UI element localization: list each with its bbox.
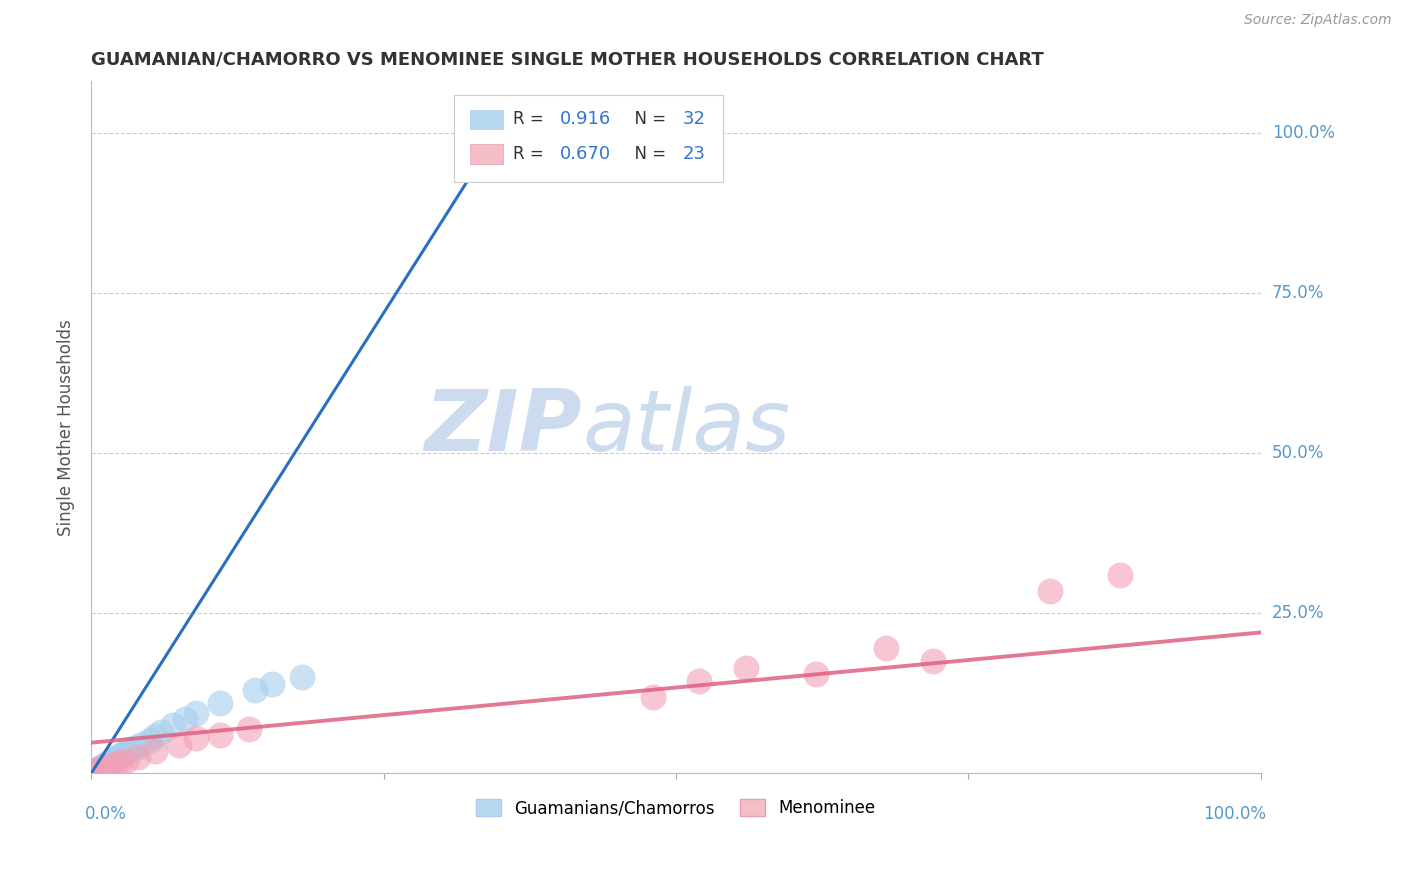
Point (922, 654, 945, 668)
Point (173, 712, 195, 726)
Point (89, 761, 111, 775)
Point (91, 761, 114, 775)
Point (84, 764, 107, 778)
Point (127, 750, 149, 764)
Point (103, 756, 125, 771)
Point (1039, 583, 1062, 598)
Text: 25.0%: 25.0% (1272, 604, 1324, 623)
Point (238, 722, 260, 736)
Text: 75.0%: 75.0% (1272, 284, 1324, 301)
Text: 0.670: 0.670 (560, 145, 612, 163)
Point (90, 760, 112, 774)
Point (243, 683, 266, 698)
Point (97, 756, 120, 771)
Point (806, 667, 828, 681)
Point (82, 765, 104, 780)
Text: GUAMANIAN/CHAMORRO VS MENOMINEE SINGLE MOTHER HOUSEHOLDS CORRELATION CHART: GUAMANIAN/CHAMORRO VS MENOMINEE SINGLE M… (91, 51, 1043, 69)
Point (145, 729, 167, 743)
Point (86, 763, 108, 777)
Point (129, 738, 152, 752)
Point (96, 756, 118, 771)
FancyBboxPatch shape (454, 95, 723, 182)
Y-axis label: Single Mother Households: Single Mother Households (58, 319, 75, 536)
Point (84, 763, 107, 777)
Point (100, 755, 122, 769)
Point (115, 754, 138, 768)
Point (110, 748, 132, 763)
Text: R =: R = (513, 111, 550, 128)
Point (145, 744, 167, 758)
Text: ZIP: ZIP (425, 386, 582, 469)
FancyBboxPatch shape (470, 145, 503, 164)
Point (167, 738, 190, 752)
Point (138, 733, 160, 747)
Point (186, 731, 208, 746)
Text: 32: 32 (683, 111, 706, 128)
Text: atlas: atlas (582, 386, 790, 469)
Point (688, 673, 710, 688)
Point (110, 755, 132, 769)
Point (82, 765, 104, 780)
Point (875, 641, 897, 656)
Point (89, 762, 111, 776)
Text: 100.0%: 100.0% (1204, 805, 1267, 822)
Point (115, 745, 138, 759)
FancyBboxPatch shape (470, 110, 503, 129)
Point (124, 740, 146, 755)
Point (105, 750, 128, 764)
Point (97, 758, 120, 772)
Point (89, 761, 111, 775)
Point (186, 706, 208, 720)
Point (94, 758, 117, 772)
Point (87, 763, 110, 777)
Text: 0.0%: 0.0% (86, 805, 127, 822)
Point (150, 724, 173, 739)
Legend: Guamanians/Chamorros, Menominee: Guamanians/Chamorros, Menominee (470, 792, 882, 824)
Text: N =: N = (624, 145, 672, 163)
Text: N =: N = (624, 111, 672, 128)
Point (112, 747, 135, 762)
Point (91, 758, 114, 772)
Point (208, 728, 231, 742)
Point (641, 690, 664, 704)
Point (83, 764, 105, 779)
Point (101, 754, 124, 768)
Point (208, 696, 231, 710)
Point (118, 742, 141, 756)
Point (103, 752, 125, 766)
Point (262, 676, 284, 690)
Text: 100.0%: 100.0% (1272, 124, 1334, 142)
Text: 50.0%: 50.0% (1272, 444, 1324, 462)
Point (87, 762, 110, 776)
Text: 23: 23 (683, 145, 706, 163)
Point (291, 670, 314, 684)
Point (735, 661, 758, 675)
Text: Source: ZipAtlas.com: Source: ZipAtlas.com (1244, 13, 1392, 28)
Point (1109, 567, 1132, 582)
Text: R =: R = (513, 145, 550, 163)
Text: 0.916: 0.916 (560, 111, 612, 128)
Point (162, 718, 184, 732)
